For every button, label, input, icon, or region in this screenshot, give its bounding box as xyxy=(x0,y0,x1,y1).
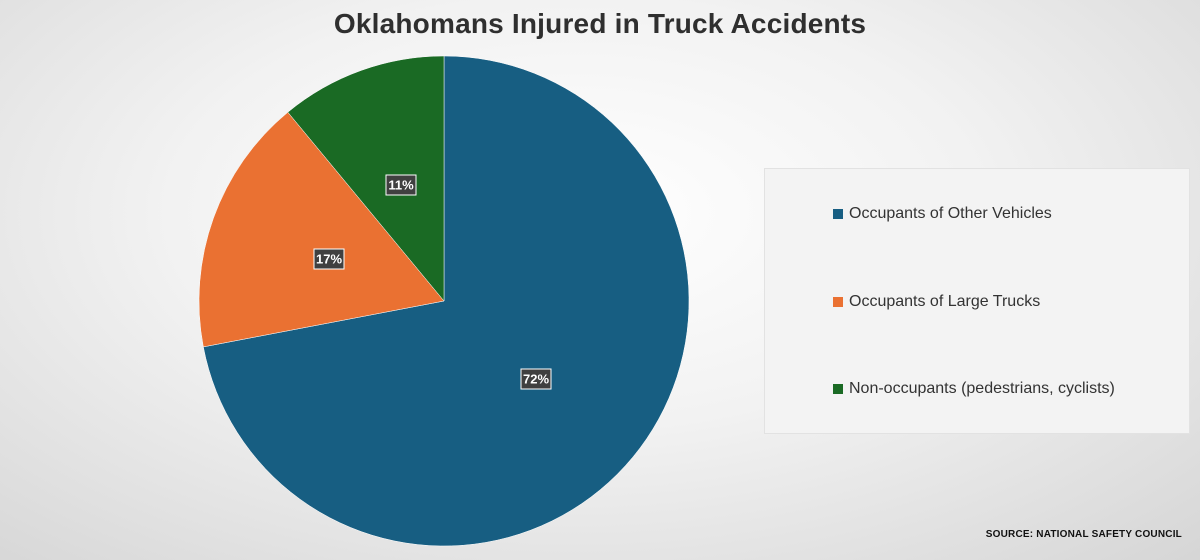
slice-occupants-large-trucks xyxy=(198,111,445,348)
legend-label: Non-occupants (pedestrians, cyclists) xyxy=(849,380,1115,397)
data-label-text: 72% xyxy=(523,372,549,387)
legend-item-occupants-other-vehicles: Occupants of Other Vehicles xyxy=(833,205,1052,223)
data-label-text: 17% xyxy=(316,252,342,267)
legend: Occupants of Other Vehicles Occupants of… xyxy=(764,168,1190,434)
slice-occupants-other-vehicles xyxy=(203,55,690,547)
legend-item-non-occupants: Non-occupants (pedestrians, cyclists) xyxy=(833,380,1115,398)
chart-title: Oklahomans Injured in Truck Accidents xyxy=(333,8,867,39)
data-label-box xyxy=(520,368,552,390)
legend-swatch xyxy=(833,297,843,307)
legend-label: Occupants of Other Vehicles xyxy=(849,205,1052,222)
data-label-17: 17% xyxy=(313,248,345,270)
data-label-box xyxy=(385,174,417,196)
data-label-72: 72% xyxy=(520,368,552,390)
data-label-11: 11% xyxy=(385,174,417,196)
data-label-text: 11% xyxy=(388,178,414,193)
legend-swatch xyxy=(833,384,843,394)
source-note: SOURCE: NATIONAL SAFETY COUNCIL xyxy=(985,529,1182,540)
legend-item-occupants-large-trucks: Occupants of Large Trucks xyxy=(833,293,1040,311)
slice-non-occupants xyxy=(287,55,445,302)
legend-swatch xyxy=(833,209,843,219)
legend-label: Occupants of Large Trucks xyxy=(849,293,1041,310)
data-label-box xyxy=(313,248,345,270)
